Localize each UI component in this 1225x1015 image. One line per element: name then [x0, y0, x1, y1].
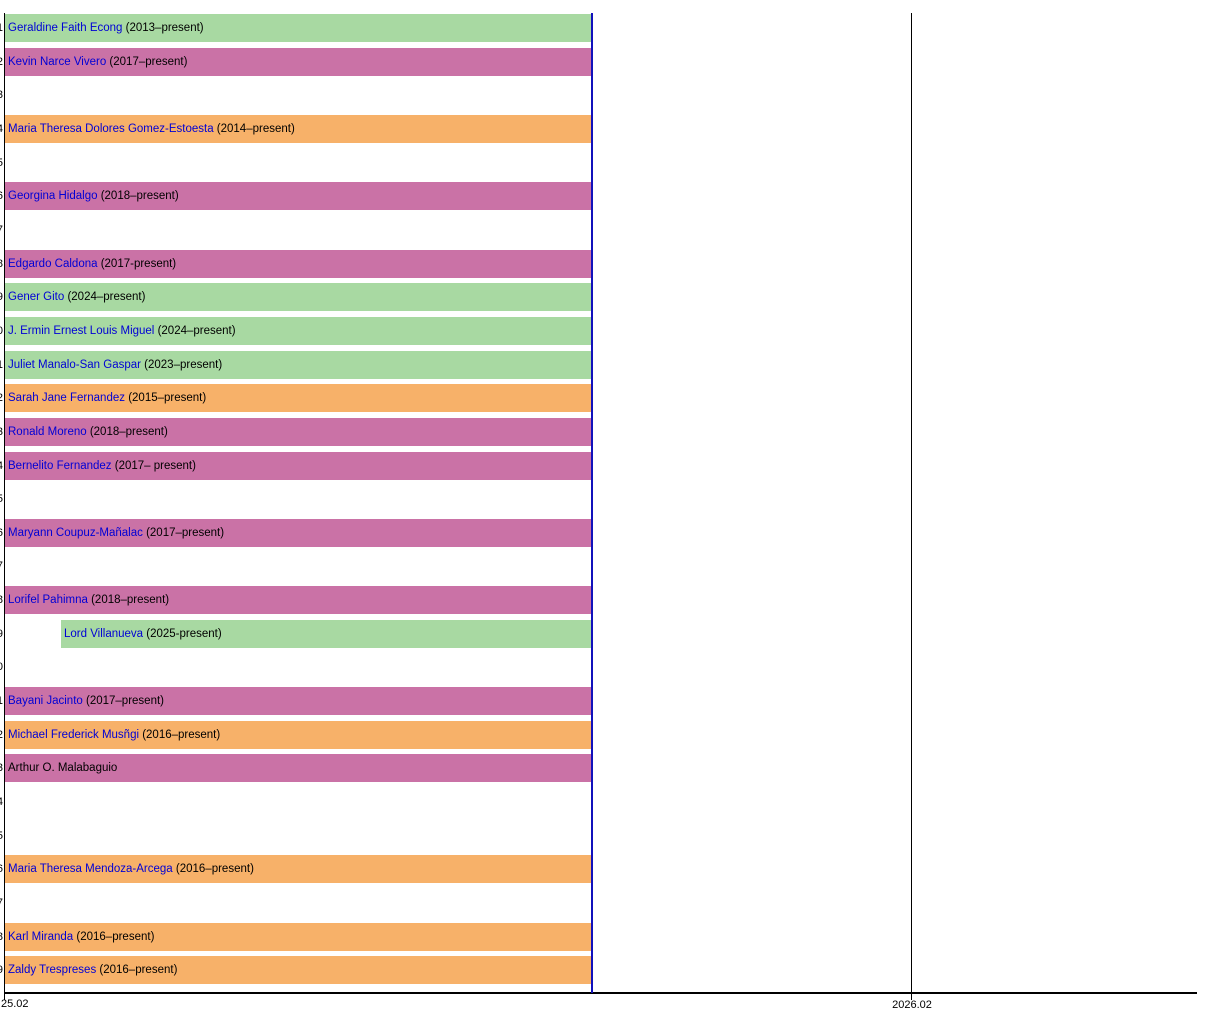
term-dates-label: (2015–present): [125, 392, 207, 404]
person-link[interactable]: Maria Theresa Mendoza-Arcega: [8, 863, 173, 875]
person-link[interactable]: Lord Villanueva: [64, 628, 144, 640]
row-number-label: 3: [0, 89, 3, 101]
term-dates-label: (2017–present): [82, 695, 164, 707]
person-link[interactable]: Michael Frederick Musñgi: [8, 729, 140, 741]
row-number-label: 17: [0, 560, 3, 572]
term-dates-label: (2017–present): [106, 56, 188, 68]
timeline-bar: Maria Theresa Mendoza-Arcega (2016–prese…: [5, 855, 592, 883]
row-number-label: 6: [0, 190, 3, 202]
timeline-bar: Geraldine Faith Econg (2013–present): [5, 14, 592, 42]
person-link[interactable]: Maryann Coupuz-Mañalac: [8, 527, 143, 539]
row-number-label: 27: [0, 897, 3, 909]
term-dates-label: (2018–present): [86, 426, 168, 438]
row-number-label: 2: [0, 56, 3, 68]
timeline-bar: Ronald Moreno (2018–present): [5, 418, 592, 446]
row-number-label: 16: [0, 527, 3, 539]
term-dates-label: (2017-present): [97, 258, 177, 270]
x-tick-label-left: 25.02: [1, 998, 29, 1010]
timeline-bar: Maryann Coupuz-Mañalac (2017–present): [5, 519, 592, 547]
timeline-bar: Georgina Hidalgo (2018–present): [5, 182, 592, 210]
person-link[interactable]: Ronald Moreno: [8, 426, 87, 438]
row-number-label: 4: [0, 123, 3, 135]
today-marker-line: [591, 13, 593, 993]
term-dates-label: (2018–present): [97, 190, 179, 202]
person-link[interactable]: Juliet Manalo-San Gaspar: [8, 359, 141, 371]
term-dates-label: (2023–present): [140, 359, 223, 371]
row-number-label: 24: [0, 796, 3, 808]
row-number-label: 14: [0, 460, 3, 472]
person-link[interactable]: Georgina Hidalgo: [8, 190, 98, 202]
gridline-2025: [4, 13, 5, 1000]
row-number-label: 23: [0, 762, 3, 774]
timeline-bar: Bayani Jacinto (2017–present): [5, 687, 592, 715]
term-dates-label: (2017–present): [142, 527, 225, 539]
timeline-bar: Edgardo Caldona (2017-present): [5, 250, 592, 278]
row-number-label: 1: [0, 22, 3, 34]
row-number-label: 20: [0, 661, 3, 673]
row-number-label: 15: [0, 493, 3, 505]
person-link[interactable]: Karl Miranda: [8, 931, 74, 943]
row-number-label: 21: [0, 695, 3, 707]
row-number-label: 9: [0, 291, 3, 303]
timeline-bar: Bernelito Fernandez (2017– present): [5, 452, 592, 480]
row-number-label: 19: [0, 628, 3, 640]
person-link[interactable]: J. Ermin Ernest Louis Miguel: [8, 325, 155, 337]
timeline-bar: J. Ermin Ernest Louis Miguel (2024–prese…: [5, 317, 592, 345]
row-number-label: 25: [0, 830, 3, 842]
timeline-bar: Zaldy Trespreses (2016–present): [5, 956, 592, 984]
term-dates-label: (2025-present): [143, 628, 222, 640]
timeline-bar: Lorifel Pahimna (2018–present): [5, 586, 592, 614]
timeline-bar: Kevin Narce Vivero (2017–present): [5, 48, 592, 76]
row-number-label: 22: [0, 729, 3, 741]
person-link[interactable]: Lorifel Pahimna: [8, 594, 88, 606]
row-number-label: 12: [0, 392, 3, 404]
x-axis-line: [4, 992, 1197, 994]
term-dates-label: (2013–present): [122, 22, 204, 34]
timeline-bar: Michael Frederick Musñgi (2016–present): [5, 721, 592, 749]
person-link[interactable]: Maria Theresa Dolores Gomez-Estoesta: [8, 123, 214, 135]
row-number-label: 28: [0, 931, 3, 943]
person-link[interactable]: Geraldine Faith Econg: [8, 22, 123, 34]
row-number-label: 29: [0, 964, 3, 976]
row-number-label: 13: [0, 426, 3, 438]
term-dates-label: (2017– present): [111, 460, 196, 472]
term-dates-label: (2016–present): [73, 931, 155, 943]
term-dates-label: (2018–present): [87, 594, 170, 606]
timeline-bar: Arthur O. Malabaguio: [5, 754, 592, 782]
timeline-bar: Lord Villanueva (2025-present): [61, 620, 592, 648]
person-link[interactable]: Zaldy Trespreses: [8, 964, 97, 976]
row-number-label: 10: [0, 325, 3, 337]
person-link[interactable]: Bernelito Fernandez: [8, 460, 112, 472]
person-link[interactable]: Sarah Jane Fernandez: [8, 392, 125, 404]
timeline-bar: Juliet Manalo-San Gaspar (2023–present): [5, 351, 592, 379]
term-dates-label: (2016–present): [96, 964, 178, 976]
timeline-bar: Maria Theresa Dolores Gomez-Estoesta (20…: [5, 115, 592, 143]
row-number-label: 26: [0, 863, 3, 875]
person-link[interactable]: Kevin Narce Vivero: [8, 56, 107, 68]
term-dates-label: (2016–present): [172, 863, 254, 875]
timeline-bar: Karl Miranda (2016–present): [5, 923, 592, 951]
person-link: Arthur O. Malabaguio: [8, 762, 118, 774]
row-number-label: 5: [0, 157, 3, 169]
term-dates-label: (2024–present): [154, 325, 236, 337]
term-dates-label: (2024–present): [64, 291, 146, 303]
person-link[interactable]: Edgardo Caldona: [8, 258, 98, 270]
row-number-label: 7: [0, 224, 3, 236]
row-number-label: 11: [0, 359, 3, 371]
term-dates-label: (2014–present): [213, 123, 295, 135]
term-dates-label: (2016–present): [139, 729, 221, 741]
row-number-label: 18: [0, 594, 3, 606]
person-link[interactable]: Bayani Jacinto: [8, 695, 83, 707]
row-number-label: 8: [0, 258, 3, 270]
gridline-2026: [911, 13, 912, 1000]
timeline-bar: Gener Gito (2024–present): [5, 283, 592, 311]
x-tick-label-right: 2026.02: [892, 999, 932, 1011]
person-link[interactable]: Gener Gito: [8, 291, 65, 303]
timeline-bar: Sarah Jane Fernandez (2015–present): [5, 384, 592, 412]
